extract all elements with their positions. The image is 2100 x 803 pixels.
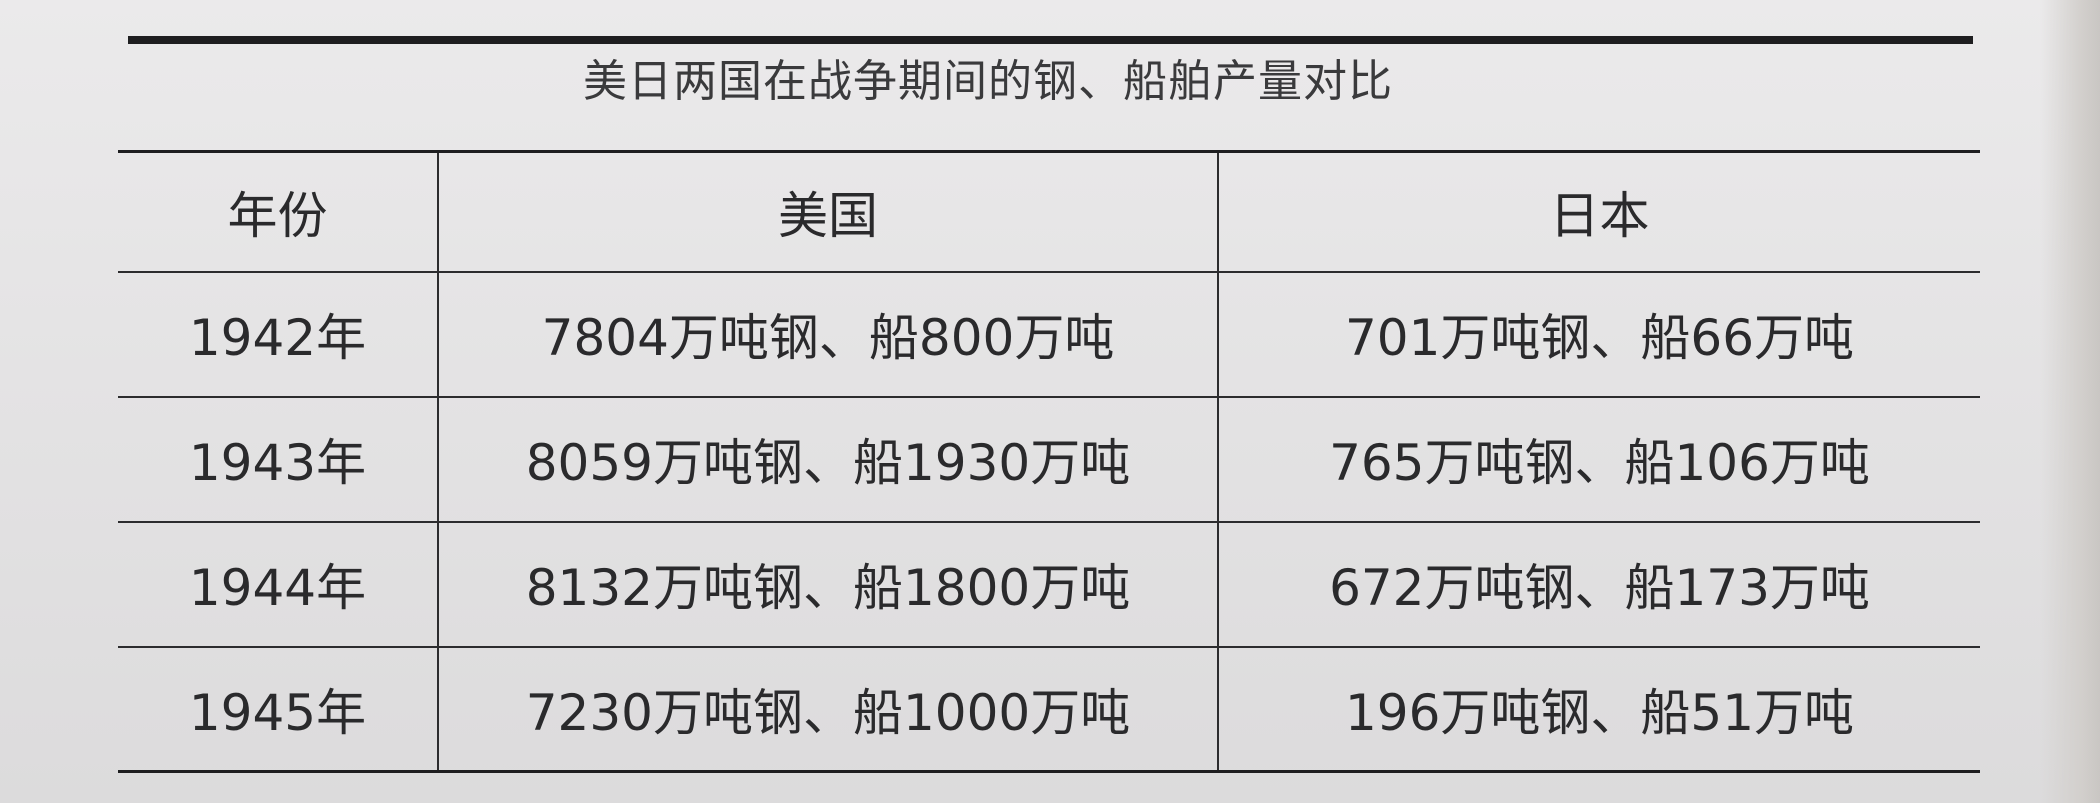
table-header-row: 年份 美国 日本 [118, 150, 1980, 273]
production-table: 年份 美国 日本 1942年 7804万吨钢、船800万吨 701万吨钢、船66… [118, 150, 1980, 773]
cell-usa: 7804万吨钢、船800万吨 [437, 270, 1219, 398]
table-row: 1942年 7804万吨钢、船800万吨 701万吨钢、船66万吨 [118, 270, 1980, 398]
cell-usa: 8132万吨钢、船1800万吨 [437, 520, 1219, 648]
cell-year: 1945年 [118, 645, 439, 773]
table-row: 1943年 8059万吨钢、船1930万吨 765万吨钢、船106万吨 [118, 395, 1980, 523]
cell-usa: 8059万吨钢、船1930万吨 [437, 395, 1219, 523]
cell-year: 1942年 [118, 270, 439, 398]
cell-year: 1944年 [118, 520, 439, 648]
page-edge [2040, 0, 2100, 803]
header-usa: 美国 [437, 150, 1219, 273]
cell-usa: 7230万吨钢、船1000万吨 [437, 645, 1219, 773]
header-japan: 日本 [1217, 150, 1980, 273]
table-row: 1945年 7230万吨钢、船1000万吨 196万吨钢、船51万吨 [118, 645, 1980, 773]
top-rule [128, 36, 1973, 44]
header-year: 年份 [118, 150, 439, 273]
cell-japan: 701万吨钢、船66万吨 [1217, 270, 1980, 398]
table-caption: 美日两国在战争期间的钢、船舶产量对比 [583, 56, 1393, 107]
cell-japan: 765万吨钢、船106万吨 [1217, 395, 1980, 523]
cell-japan: 196万吨钢、船51万吨 [1217, 645, 1980, 773]
cell-japan: 672万吨钢、船173万吨 [1217, 520, 1980, 648]
table-row: 1944年 8132万吨钢、船1800万吨 672万吨钢、船173万吨 [118, 520, 1980, 648]
cell-year: 1943年 [118, 395, 439, 523]
